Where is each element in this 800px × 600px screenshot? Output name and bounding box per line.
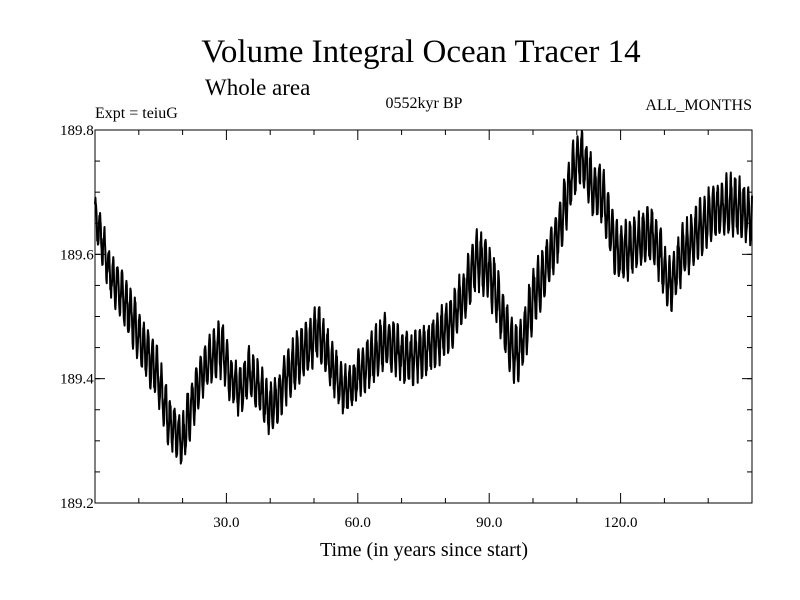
months-label: ALL_MONTHS [645, 97, 752, 114]
plot-frame [94, 129, 753, 504]
time-label: 0552kyr BP [386, 95, 463, 112]
x-tick-label: 60.0 [345, 515, 371, 531]
x-tick-label: 30.0 [213, 515, 239, 531]
y-tick-labels: 189.2 189.4 189.6 189.8 [60, 123, 94, 512]
y-tick-label: 189.4 [60, 372, 94, 388]
y-tick-label: 189.8 [60, 123, 94, 139]
x-tick-label: 90.0 [476, 515, 502, 531]
axis-ticks [95, 129, 752, 504]
experiment-label: Expt = teiuG [95, 105, 178, 122]
series-line [94, 129, 753, 465]
chart-subtitle: Whole area [205, 75, 310, 100]
x-axis-label: Time (in years since start) [320, 539, 528, 561]
y-tick-label: 189.2 [60, 496, 94, 512]
chart-title: Volume Integral Ocean Tracer 14 [201, 34, 640, 70]
y-tick-label: 189.6 [60, 247, 94, 263]
x-tick-label: 120.0 [604, 515, 638, 531]
x-tick-labels: 30.0 60.0 90.0 120.0 [213, 515, 637, 531]
